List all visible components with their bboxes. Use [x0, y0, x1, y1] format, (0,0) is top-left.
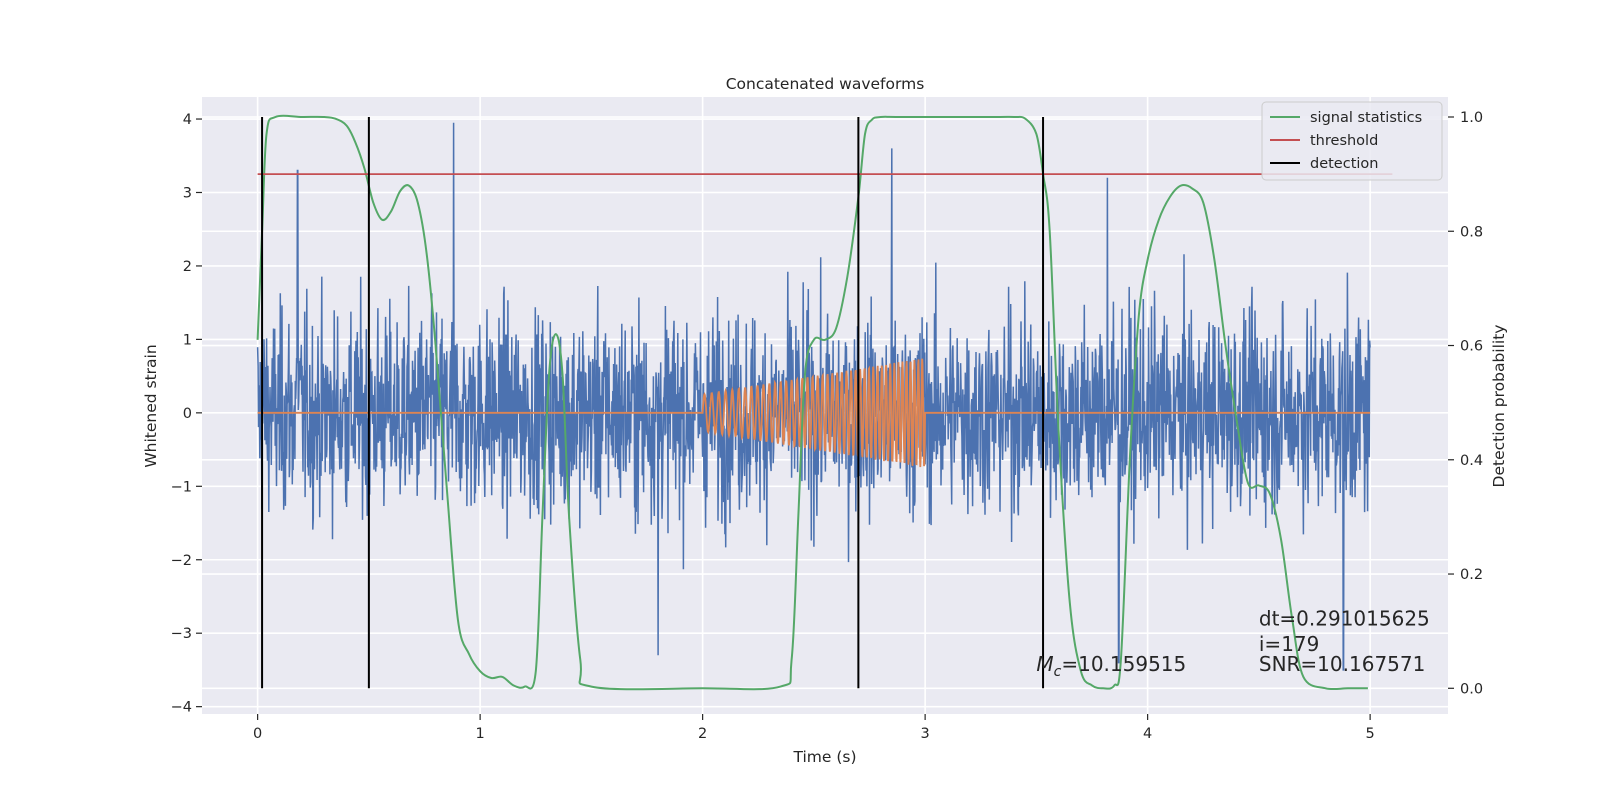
y-right-tick-label: 0.0 — [1460, 681, 1483, 697]
x-tick-label: 0 — [253, 726, 262, 742]
y-left-tick-label: −4 — [171, 700, 192, 716]
chart-title: Concatenated waveforms — [726, 75, 925, 93]
signal-statistics-line — [256, 114, 1368, 691]
x-axis-label: Time (s) — [792, 748, 856, 766]
legend-label: signal statistics — [1310, 110, 1422, 126]
legend-box — [1261, 101, 1443, 181]
y-left-tick-label: −3 — [171, 626, 192, 642]
detection-lines — [261, 116, 1045, 689]
y-right-tick-label: 1.0 — [1460, 110, 1483, 126]
y-right-tick-label: 0.8 — [1460, 224, 1483, 240]
y-right-tick-label: 0.4 — [1460, 453, 1483, 469]
annotation-text: dt=0.291015625 — [1259, 606, 1430, 630]
annotations: Mc=10.159515 dt=0.291015625 i=179SNR=10.1… — [1036, 606, 1429, 680]
y-right-tick-label: 0.2 — [1460, 567, 1483, 583]
y-right-axis: 1.0 0.8 0.6 0.4 0.2 0.0 — [1448, 110, 1483, 697]
chirp-trace — [257, 358, 1371, 468]
y-left-tick-label: 3 — [183, 185, 192, 201]
legend-label: detection — [1310, 156, 1378, 172]
y-left-tick-label: 2 — [183, 259, 192, 275]
signal-statistics-series — [256, 114, 1368, 691]
annotation-text: i=179 — [1259, 632, 1320, 656]
annotation-text: Mc=10.159515 — [1036, 652, 1186, 680]
x-tick-label: 5 — [1366, 726, 1375, 742]
y-left-tick-label: 0 — [183, 406, 192, 422]
y-left-tick-label: −2 — [171, 553, 192, 569]
x-tick-label: 4 — [1143, 726, 1152, 742]
x-tick-label: 3 — [921, 726, 930, 742]
y-left-tick-label: 4 — [183, 112, 192, 128]
noise-trace — [256, 122, 1371, 671]
x-tick-label: 2 — [698, 726, 707, 742]
chirp-series — [257, 358, 1371, 468]
noise-series — [256, 122, 1371, 671]
legend-label: threshold — [1310, 133, 1378, 149]
y-right-axis-label: Detection probability — [1490, 325, 1508, 488]
x-axis: 0 1 2 3 4 5 — [253, 714, 1375, 742]
x-tick-label: 1 — [476, 726, 485, 742]
y-right-tick-label: 0.6 — [1460, 339, 1483, 355]
y-left-axis-label: Whitened strain — [142, 344, 160, 467]
legend: signal statistics threshold detection — [1261, 101, 1443, 181]
y-left-axis: 4 3 2 1 0 −1 −2 −3 −4 — [171, 112, 202, 716]
plot-area — [256, 114, 1393, 691]
annotation-text: SNR=10.167571 — [1259, 652, 1425, 676]
y-left-tick-label: −1 — [171, 479, 192, 495]
y-left-tick-label: 1 — [183, 332, 192, 348]
